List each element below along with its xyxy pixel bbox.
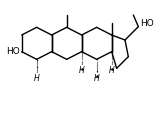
- Text: HO: HO: [6, 47, 20, 56]
- Text: H: H: [109, 66, 115, 75]
- Text: HO: HO: [140, 19, 154, 28]
- Text: H: H: [79, 66, 85, 75]
- Text: H: H: [34, 74, 40, 83]
- Text: H: H: [94, 74, 100, 83]
